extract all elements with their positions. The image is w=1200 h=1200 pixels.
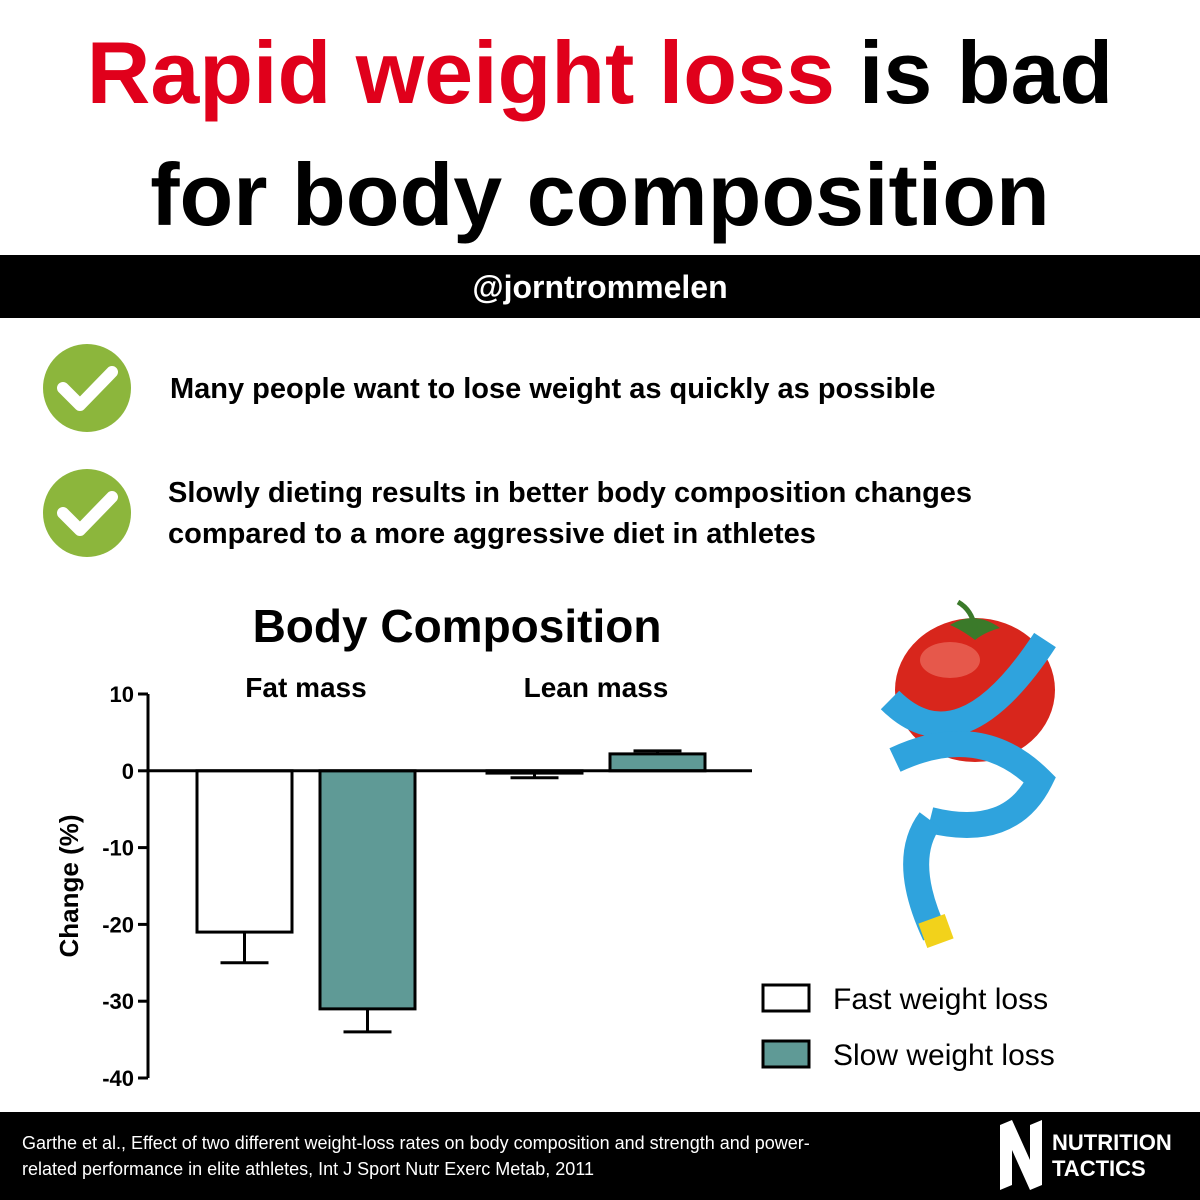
- legend-label: Fast weight loss: [833, 983, 1048, 1016]
- category-label: Lean mass: [524, 672, 669, 703]
- logo-icon: [1000, 1120, 1042, 1190]
- y-tick-label: -20: [102, 912, 134, 937]
- error-bar: [343, 1008, 392, 1034]
- citation: Garthe et al., Effect of two different w…: [22, 1133, 810, 1153]
- title-line1: Rapid weight loss is bad: [87, 23, 1113, 122]
- title-red: Rapid weight loss: [87, 23, 835, 122]
- citation: related performance in elite athletes, I…: [22, 1159, 594, 1179]
- logo-text: TACTICS: [1052, 1156, 1146, 1181]
- tomato-illustration: [880, 599, 1056, 949]
- y-tick-label: 0: [122, 759, 134, 784]
- logo-text: NUTRITION: [1052, 1130, 1172, 1155]
- y-tick-label: -40: [102, 1066, 134, 1091]
- title-line2: for body composition: [150, 145, 1050, 244]
- bullet-text: compared to a more aggressive diet in at…: [168, 518, 816, 550]
- check-icon: [43, 469, 131, 557]
- category-label: Fat mass: [245, 672, 366, 703]
- chart-title: Body Composition: [253, 600, 662, 652]
- error-bar: [220, 932, 269, 965]
- bar: [318, 769, 417, 1011]
- legend-swatch: [761, 1039, 811, 1069]
- y-axis-label: Change (%): [54, 815, 84, 958]
- bar: [608, 752, 707, 773]
- bar: [195, 769, 294, 934]
- bullet-text: Many people want to lose weight as quick…: [170, 373, 935, 405]
- y-tick-label: -30: [102, 989, 134, 1014]
- y-tick-label: 10: [110, 682, 134, 707]
- error-bar: [633, 749, 682, 754]
- handle-band: [0, 255, 1200, 318]
- legend-swatch: [761, 983, 811, 1013]
- legend-label: Slow weight loss: [833, 1039, 1055, 1072]
- bullet-text: Slowly dieting results in better body co…: [168, 477, 972, 509]
- error-bar: [510, 773, 559, 780]
- y-tick-label: -10: [102, 836, 134, 861]
- title-black: is bad: [859, 23, 1113, 122]
- handle: @jorntrommelen: [472, 269, 727, 305]
- check-icon: [43, 344, 131, 432]
